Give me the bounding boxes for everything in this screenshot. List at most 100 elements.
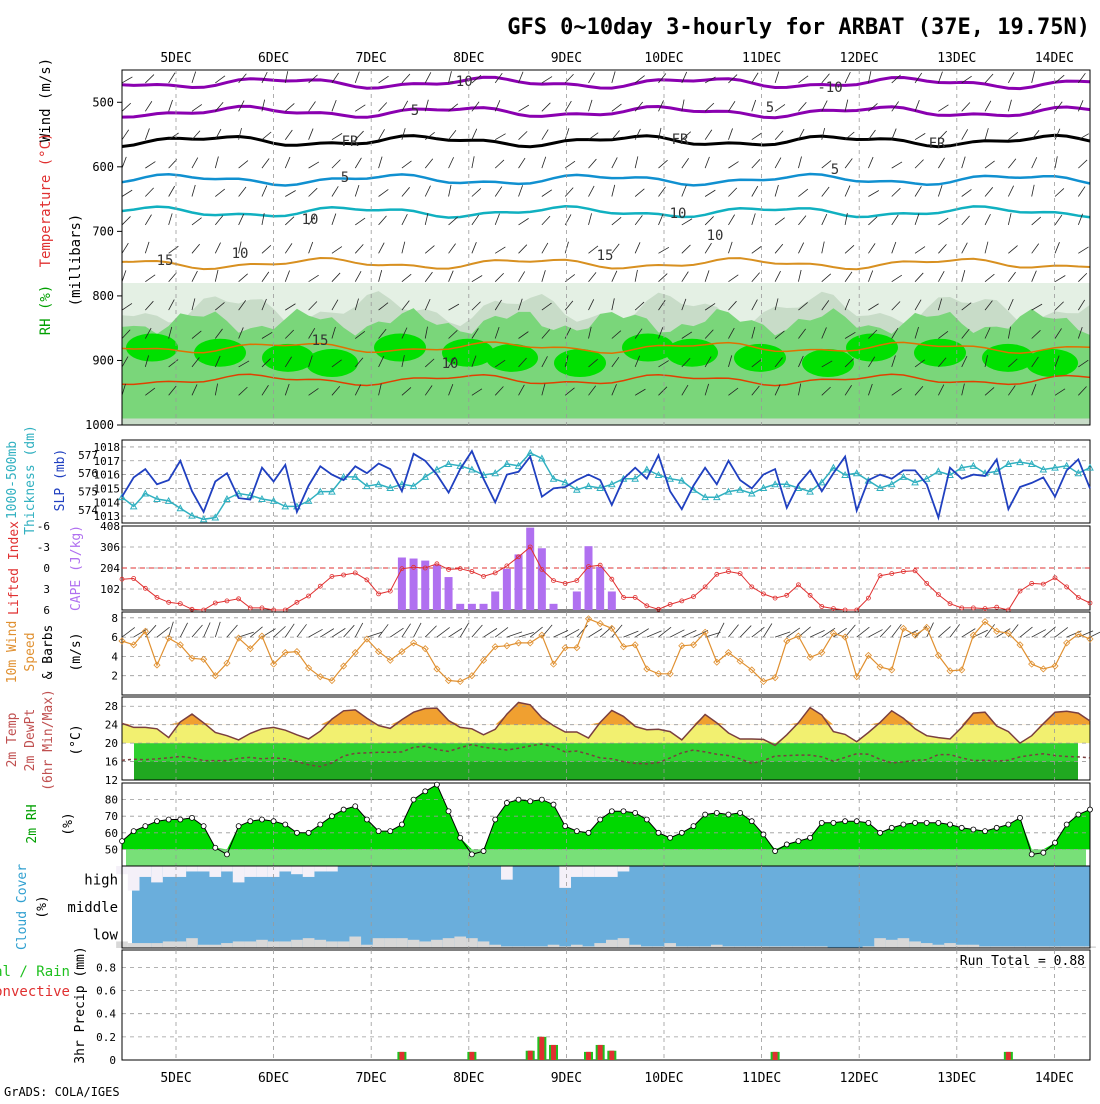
rh-point [200, 823, 207, 830]
contour-label: 10 [670, 206, 687, 222]
top-date-label: 9DEC [551, 51, 582, 66]
rh-point [643, 816, 650, 823]
wind-speed-point [643, 665, 651, 673]
wind-barb [833, 627, 847, 638]
wind-speed-point [608, 624, 616, 632]
rh-point [737, 809, 744, 816]
upper-wind-barb [868, 71, 872, 83]
wind-speed-point [456, 677, 464, 686]
wind-barb [413, 622, 422, 638]
wind-barb [669, 629, 685, 638]
wind-barb [739, 625, 752, 638]
lifted-index-point [411, 564, 416, 570]
upper-wind-barb [284, 329, 295, 339]
upper-wind-barb [658, 186, 666, 197]
upper-wind-barb [424, 185, 431, 197]
contour-label: 15 [157, 253, 174, 269]
wind-speed-point [270, 660, 278, 668]
upper-wind-barb [424, 326, 428, 339]
upper-air-rh-label: RH (%) [38, 285, 54, 336]
lifted-index-point [457, 566, 463, 572]
upper-wind-barb [868, 190, 880, 197]
wind-speed-point [491, 643, 499, 651]
upper-wind-barb [168, 245, 179, 254]
top-date-label: 10DEC [644, 51, 683, 66]
upper-wind-barb [378, 189, 389, 197]
upper-wind-barb [1078, 72, 1086, 84]
bottom-date-label: 11DEC [742, 1071, 781, 1086]
upper-wind-barb [844, 213, 848, 225]
upper-wind-barb [821, 273, 832, 283]
upper-wind-barb [354, 244, 364, 254]
upper-wind-barb [331, 159, 341, 169]
temperature-contour [121, 256, 1091, 271]
cape-bar [537, 548, 546, 610]
cloud-high-bar [232, 866, 245, 883]
rh-point [1005, 821, 1012, 828]
upper-wind-barb [354, 357, 364, 368]
rh-area [122, 784, 1090, 850]
wind-barb [133, 628, 148, 638]
upper-wind-barb [121, 329, 131, 339]
upper-wind-barb [238, 100, 245, 112]
thickness-point [1062, 461, 1071, 469]
rh-tick-label: 50 [105, 843, 118, 856]
upper-wind-barb [494, 359, 506, 368]
temperature-contour [121, 373, 1091, 387]
top-date-label: 13DEC [937, 51, 976, 66]
cloud-low-bar [186, 938, 198, 948]
upper-wind-barb [868, 383, 873, 396]
thickness-point [701, 493, 709, 501]
rh-point [387, 828, 394, 835]
cloud-low-bar [617, 938, 630, 948]
upper-wind-barb [331, 359, 342, 368]
upper-wind-barb [424, 72, 432, 84]
slp-tick-label: 1013 [94, 510, 121, 523]
upper-wind-barb [238, 213, 245, 226]
wind-label-c: & Barbs [41, 625, 56, 680]
upper-wind-barb [191, 357, 200, 368]
rh-point [340, 806, 347, 813]
upper-wind-barb [1008, 72, 1015, 84]
upper-wind-barb [494, 246, 506, 254]
cape-bar [397, 557, 406, 610]
upper-wind-barb [658, 159, 668, 169]
rh-point [935, 819, 942, 826]
upper-wind-barb [704, 383, 710, 396]
wind-barb [553, 629, 569, 638]
wind-label-a: 10m Wind [5, 621, 20, 684]
thickness-point [852, 469, 861, 477]
cloud-high-bar [559, 866, 572, 888]
upper-wind-barb [238, 386, 248, 396]
wind-speed-point [689, 641, 698, 649]
upper-wind-barb [168, 213, 173, 226]
upper-wind-barb [564, 160, 576, 169]
thickness-point [1027, 459, 1036, 467]
lifted-index-point [1052, 575, 1058, 581]
upper-wind-barb [238, 186, 247, 197]
lifted-index-point [1064, 584, 1070, 590]
wind-barb [844, 624, 856, 638]
cape-tick-label: 102 [100, 583, 120, 596]
cloud-low-bar [139, 943, 152, 948]
upper-wind-barb [191, 270, 198, 282]
upper-wind-barb [378, 328, 387, 339]
slp-thickness-label-b: Thickness (dm) [23, 425, 38, 535]
rh-point [352, 803, 359, 810]
cloud-high-bar [302, 866, 315, 877]
lifted-index-point [504, 563, 510, 569]
upper-wind-barb [1054, 214, 1063, 226]
upper-wind-barb [564, 128, 570, 140]
rh-point [830, 819, 837, 826]
upper-wind-barb [1054, 275, 1066, 283]
wind-barb [774, 631, 791, 638]
upper-wind-barb [868, 103, 878, 112]
upper-wind-barb [1031, 356, 1039, 368]
thickness-point [817, 478, 826, 486]
lifted-index-point [807, 592, 813, 598]
upper-wind-barb [704, 189, 716, 197]
wind-speed-point [876, 663, 884, 671]
upper-y-tick-label: 600 [92, 160, 114, 174]
temp-line [121, 701, 1091, 747]
upper-wind-barb [331, 272, 341, 282]
